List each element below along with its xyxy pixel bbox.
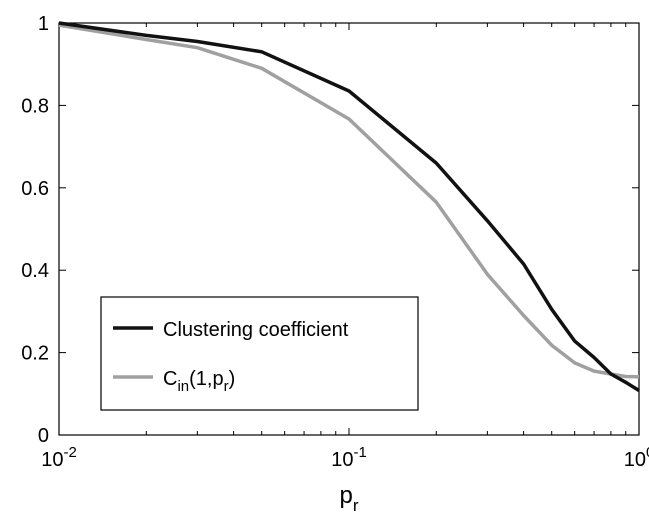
legend: Clustering coefficient Cin(1,pr) (100, 296, 419, 411)
y-tick-label: 0.4 (21, 260, 49, 282)
y-tick-label: 0 (38, 425, 49, 447)
x-tick-label: 100 (624, 444, 649, 471)
y-tick-label: 0.6 (21, 178, 49, 200)
x-axis-label: pr (339, 482, 358, 515)
series-line-0 (58, 21, 640, 392)
y-tick-label: 0.8 (21, 95, 49, 117)
y-tick-label: 0.2 (21, 343, 49, 365)
legend-label-clustering: Clustering coefficient (163, 319, 349, 341)
legend-box (100, 296, 419, 411)
x-tick-labels: 10-2 10-1 100 (41, 444, 649, 471)
legend-label-cin: Cin(1,pr) (163, 368, 235, 395)
y-tick-labels: 0 0.2 0.4 0.6 0.8 1 (21, 13, 49, 447)
x-tick-label: 10-2 (41, 444, 77, 471)
x-tick-label: 10-1 (331, 444, 367, 471)
y-tick-label: 1 (38, 13, 49, 35)
series-lines (58, 21, 640, 392)
